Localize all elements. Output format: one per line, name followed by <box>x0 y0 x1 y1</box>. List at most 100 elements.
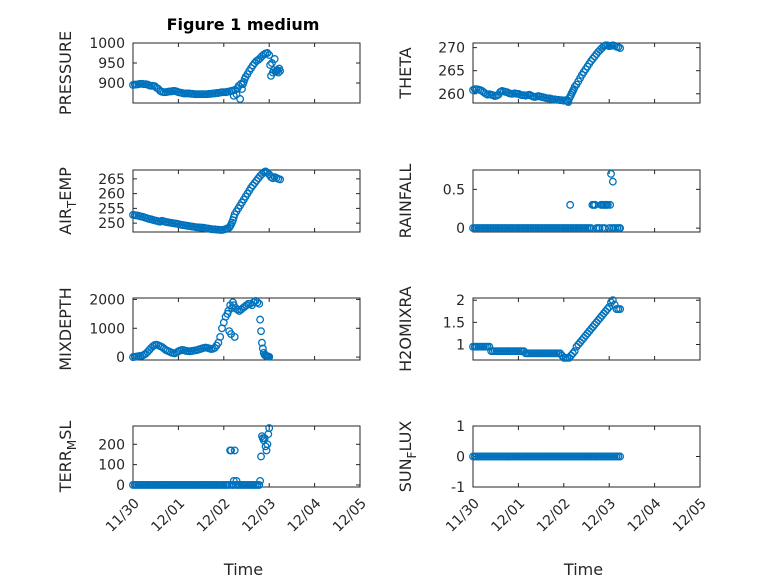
data-point <box>603 305 612 314</box>
y-tick-label: 0 <box>456 450 465 466</box>
data-point <box>608 296 617 305</box>
data-point <box>255 481 264 489</box>
y-tick-label: 2000 <box>89 292 125 308</box>
subplot-mixdepth: 2000 1000 0 MIXDEPTH <box>56 287 361 371</box>
data-point <box>259 50 268 59</box>
data-point <box>256 476 265 485</box>
y-tick-label: 0.5 <box>443 182 465 198</box>
data-point <box>591 200 600 209</box>
y-tick-label: 100 <box>98 458 125 474</box>
data-point <box>268 174 277 183</box>
series-markers <box>469 452 625 461</box>
y-tick-label: 950 <box>98 56 125 72</box>
x-axis-label: Time <box>563 560 603 579</box>
axes-frame <box>472 169 701 233</box>
y-tick-label: 255 <box>98 201 125 217</box>
data-point <box>566 200 575 209</box>
data-point <box>255 299 264 308</box>
subplot-rainfall: 0.5 0 RAINFALL <box>396 164 701 239</box>
y-tick-label: 200 <box>98 437 125 453</box>
subplot-terr-msl: 200 100 0 11/30 12/01 12/02 12/03 12/04 12/05 Tim… <box>56 421 370 579</box>
data-point <box>606 200 615 209</box>
y-tick-label: 1000 <box>89 36 125 52</box>
data-point <box>261 442 270 451</box>
x-tick-label: 12/03 <box>239 496 279 536</box>
y-tick-label: 265 <box>438 64 465 80</box>
y-axis-label: PRESSURE <box>56 31 75 115</box>
y-tick-label: 260 <box>438 87 465 103</box>
y-axis-label: THETA <box>396 47 415 99</box>
x-tick-label: 12/02 <box>534 496 574 536</box>
data-point <box>238 85 246 93</box>
data-point <box>265 352 274 361</box>
y-tick-label: 250 <box>98 216 125 232</box>
x-tick-label: 12/04 <box>625 496 665 536</box>
y-tick-label: 265 <box>98 172 125 188</box>
subplot-sun-flux: 1 0 -111/30 12/01 12/02 12/03 12/04 12/05 Time SU… <box>396 419 710 579</box>
data-point <box>616 305 625 314</box>
data-point <box>616 452 625 461</box>
y-tick-label: 2 <box>456 293 465 309</box>
data-point <box>265 424 274 432</box>
series-markers <box>129 167 285 234</box>
y-tick-label: 260 <box>98 187 125 203</box>
x-axis-label: Time <box>223 560 263 579</box>
data-point <box>242 301 251 310</box>
x-tick-label: 12/04 <box>285 496 325 536</box>
data-point <box>249 298 258 307</box>
data-point <box>274 68 283 77</box>
data-point <box>257 327 265 336</box>
y-axis-label: AIRTEMP <box>56 167 79 235</box>
y-axis-label: MIXDEPTH <box>56 287 75 370</box>
data-point <box>595 224 604 233</box>
y-tick-label: 270 <box>438 41 465 57</box>
data-point <box>257 338 266 347</box>
data-point <box>603 200 612 209</box>
x-tick-label: 11/30 <box>103 496 143 536</box>
data-point <box>276 67 285 75</box>
data-point <box>257 452 265 461</box>
series-markers <box>129 49 285 103</box>
x-tick-label: 12/01 <box>148 496 188 536</box>
data-point <box>253 298 262 307</box>
subplot-theta: 270 265 260 THETA <box>396 41 701 107</box>
y-tick-label: 0 <box>456 221 465 237</box>
x-tick-label: 11/30 <box>443 496 483 536</box>
data-point <box>210 343 219 352</box>
y-tick-label: 0 <box>116 478 125 494</box>
data-point <box>276 175 285 184</box>
y-axis-label: RAINFALL <box>396 164 415 239</box>
data-point <box>230 332 239 341</box>
y-tick-label: 0 <box>116 350 125 366</box>
series-markers <box>469 169 625 233</box>
data-point <box>570 347 579 356</box>
x-tick-label: 12/02 <box>194 496 234 536</box>
figure-title: Figure 1 medium <box>167 15 320 34</box>
x-tick-label: 12/05 <box>330 496 370 536</box>
data-point <box>230 446 239 455</box>
y-axis-label: SUNFLUX <box>396 421 419 493</box>
subplot-pressure: 1000 950 900 PRESSURE <box>56 31 361 115</box>
data-point <box>616 44 625 53</box>
series-markers <box>469 296 625 362</box>
data-point <box>263 49 272 57</box>
y-tick-label: 1.5 <box>443 315 465 331</box>
y-axis-label: H2OMIXRA <box>396 286 415 372</box>
axes-frame <box>132 425 361 488</box>
data-point <box>608 177 617 186</box>
data-point <box>587 224 595 233</box>
x-tick-label: 12/05 <box>670 496 710 536</box>
y-axis-label: TERRMSL <box>56 421 79 494</box>
data-point <box>227 446 236 455</box>
data-point <box>263 440 272 449</box>
data-point <box>236 95 245 103</box>
data-point <box>600 224 609 233</box>
data-point <box>233 305 242 314</box>
data-point <box>216 332 225 341</box>
y-tick-label: 1 <box>456 338 465 354</box>
data-point <box>266 61 275 69</box>
series-markers <box>469 41 625 107</box>
data-point <box>256 315 265 324</box>
